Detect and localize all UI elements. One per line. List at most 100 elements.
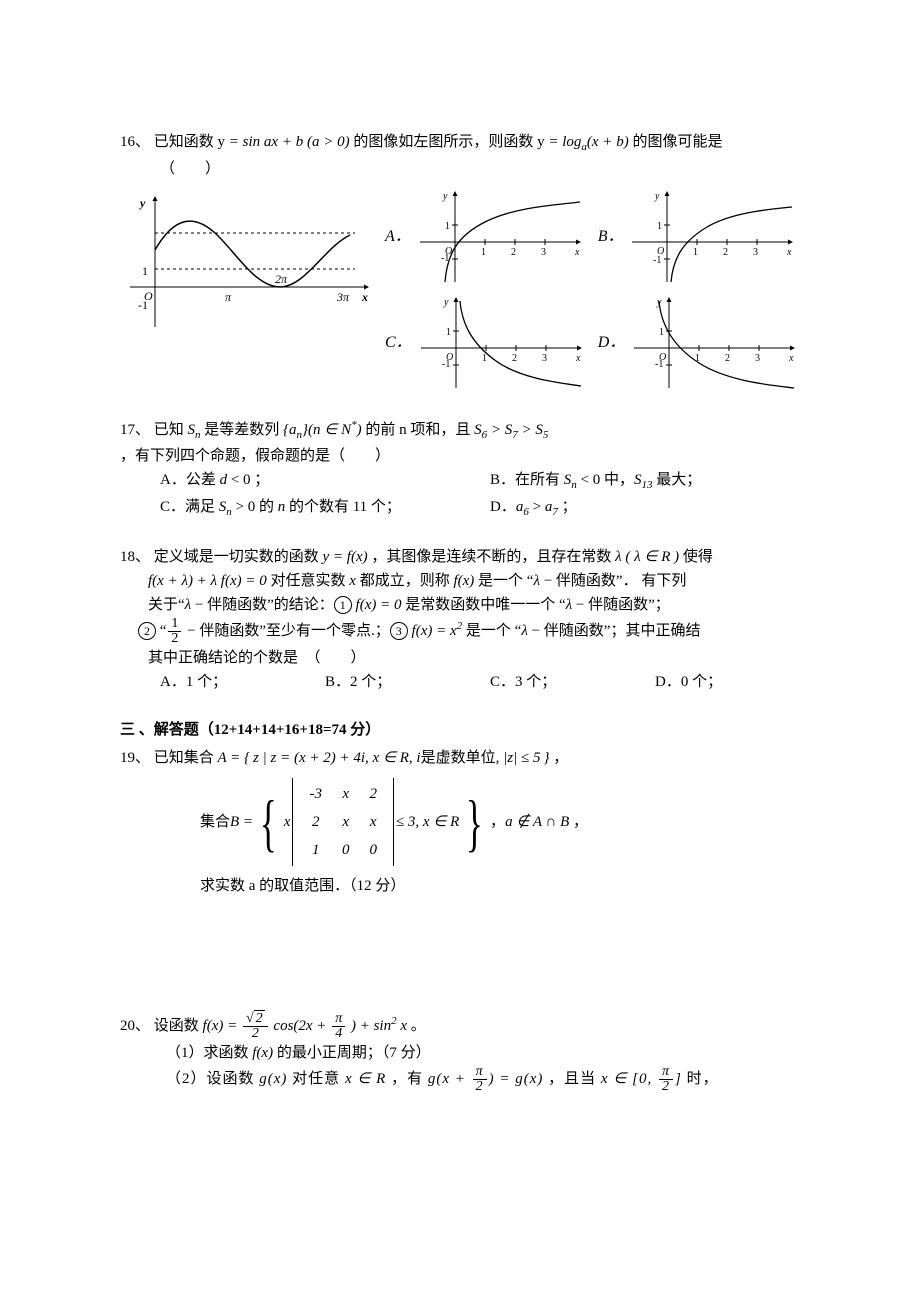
svg-text:3: 3 (755, 353, 760, 364)
exam-page: 16、 已知函数 y = sin ax + b (a > 0) 的图像如左图所示… (0, 0, 920, 1302)
q19-determinant: -3x2 2xx 100 (292, 778, 394, 866)
svg-text:2: 2 (723, 247, 728, 258)
q19-ask: 求实数 a 的取值范围．（12 分） (120, 874, 820, 898)
q17-opt-C: C．满足 Sn > 0 的 n 的个数有 11 个； (160, 495, 490, 522)
q18-line1: 18、 定义域是一切实数的函数 y = f(x) ，其图像是连续不断的，且存在常… (120, 545, 820, 569)
q18-fx: y = f(x) (323, 549, 368, 565)
svg-text:y: y (654, 191, 660, 202)
svg-text:x: x (788, 353, 794, 364)
q18-opt-C: C．3 个； (490, 670, 655, 694)
q18-frac-half: 12 (168, 617, 181, 646)
q17-text-a: 是等差数列 (204, 422, 283, 438)
q18-l1-post: 使得 (683, 549, 713, 565)
q19-setB-tail: ，a ∉ A ∩ B ， (490, 810, 588, 834)
q16-paren: （ ） (120, 157, 820, 181)
q20-line1: 20、 设函数 f(x) = √22 cos(2x + π4 ) + sin2 … (120, 1012, 820, 1041)
q16-eq2: y = loga(x + b) (537, 134, 629, 150)
svg-text:π: π (225, 290, 232, 304)
svg-text:x: x (575, 353, 581, 364)
svg-text:-1: -1 (442, 359, 450, 370)
q16-opt-C: C． O x y 123 1-1 (385, 293, 586, 393)
q16-eq1: y = sin ax + b (a > 0) (218, 134, 350, 150)
svg-text:3: 3 (541, 247, 546, 258)
svg-text:x: x (786, 247, 792, 258)
q19-number: 19、 (120, 750, 150, 766)
q16-opt-B-graph: O x y 123 1-1 (627, 187, 797, 287)
q16-opt-A: A． O x y 123 1-1 (385, 187, 586, 287)
spacer (120, 922, 820, 1012)
svg-text:1: 1 (693, 247, 698, 258)
q16-text-mid: 的图像如左图所示，则函数 (353, 134, 537, 150)
q16-opt-A-graph: O x y 123 1-1 (415, 187, 585, 287)
q16-opt-B-label: B． (598, 224, 624, 250)
q19-setA: A = { z | z = (x + 2) + 4i, x ∈ R, i是虚数单… (218, 750, 550, 766)
question-20: 20、 设函数 f(x) = √22 cos(2x + π4 ) + sin2 … (120, 1012, 820, 1094)
q18-l1-mid: ，其图像是连续不断的，且存在常数 (371, 549, 615, 565)
svg-text:2: 2 (511, 247, 516, 258)
svg-text:-1: -1 (655, 359, 663, 370)
svg-text:y: y (138, 196, 146, 210)
q20-part1: （1）求函数 f(x) 的最小正周期；（7 分） (120, 1041, 820, 1065)
q19-setB-cond: ≤ 3, x ∈ R (396, 810, 459, 834)
q19-setB-lead: B = (230, 810, 253, 834)
svg-text:1: 1 (481, 247, 486, 258)
q18-opt-B: B．2 个； (325, 670, 490, 694)
q16-left-graph: y x O 1 -1 π 2π 3π (120, 187, 375, 337)
q19-setB-braces: { x -3x2 2xx 100 ≤ 3, x ∈ R } (253, 778, 490, 866)
q16-opt-A-label: A． (385, 224, 411, 250)
svg-text:-1: -1 (138, 298, 148, 312)
question-18: 18、 定义域是一切实数的函数 y = f(x) ，其图像是连续不断的，且存在常… (120, 545, 820, 694)
q20-l1-pre: 设函数 (154, 1018, 203, 1034)
q20-number: 20、 (120, 1018, 150, 1034)
q19-lineA-pre: 已知集合 (154, 750, 218, 766)
q17-number: 17、 (120, 422, 150, 438)
q20-period: 。 (411, 1018, 426, 1034)
svg-text:2π: 2π (275, 272, 288, 286)
q20-part2: （2）设函数 g(x) 对任意 x ∈ R ，有 g(x + π2) = g(x… (120, 1065, 820, 1094)
q19-lineA: 19、 已知集合 A = { z | z = (x + 2) + 4i, x ∈… (120, 746, 820, 770)
svg-text:1: 1 (657, 221, 662, 232)
q19-lineA-post: ， (553, 750, 568, 766)
q18-number: 18、 (120, 549, 150, 565)
svg-text:x: x (574, 247, 580, 258)
q19-lineB: 集合 B = { x -3x2 2xx 100 ≤ 3, x ∈ R } ，a … (120, 778, 820, 866)
q17-ineq: S6 > S7 > S5 (474, 422, 548, 438)
q16-opt-D: D． O x y 123 1-1 (598, 293, 800, 393)
q18-line2: f(x + λ) + λ f(x) = 0 对任意实数 x 都成立，则称 f(x… (120, 569, 820, 593)
q18-opt-D: D．0 个； (655, 670, 820, 694)
section-3-title: 三 、解答题（12+14+14+16+18=74 分） (120, 718, 820, 742)
q16-text-pre: 已知函数 (154, 134, 218, 150)
q20-fx-def: f(x) = √22 cos(2x + π4 ) + sin2 x (203, 1018, 411, 1034)
q16-opt-D-label: D． (598, 330, 626, 356)
svg-text:1: 1 (142, 264, 148, 278)
q17-opt-B: B．在所有 Sn < 0 中，S13 最大； (490, 468, 820, 495)
q18-lambda: λ ( λ ∈ R ) (615, 549, 679, 565)
question-19: 19、 已知集合 A = { z | z = (x + 2) + 4i, x ∈… (120, 746, 820, 898)
svg-text:1: 1 (659, 327, 664, 338)
q17-options: A．公差 d < 0 ； B．在所有 Sn < 0 中，S13 最大； C．满足… (120, 468, 820, 521)
q17-opt-A: A．公差 d < 0 ； (160, 468, 490, 495)
svg-text:1: 1 (445, 221, 450, 232)
q18-options: A．1 个； B．2 个； C．3 个； D．0 个； (120, 670, 820, 694)
q18-l1-pre: 定义域是一切实数的函数 (154, 549, 323, 565)
q19-setB-label: 集合 (200, 810, 230, 834)
q17-an: {an}(n ∈ N*) (283, 422, 362, 438)
q16-text-post: 的图像可能是 (632, 134, 722, 150)
q16-figures: y x O 1 -1 π 2π 3π A． (120, 187, 820, 393)
q16-opt-B: B． O x y 123 1-1 (598, 187, 800, 287)
q16-opt-D-graph: O x y 123 1-1 (629, 293, 799, 393)
q18-opt-A: A．1 个； (160, 670, 325, 694)
question-16: 16、 已知函数 y = sin ax + b (a > 0) 的图像如左图所示… (120, 130, 820, 393)
svg-text:2: 2 (725, 353, 730, 364)
svg-text:2: 2 (512, 353, 517, 364)
q18-line4: 2 “12 − 伴随函数”至少有一个零点.；3 f(x) = x2 是一个 “λ… (120, 617, 820, 646)
svg-text:3: 3 (753, 247, 758, 258)
circled-2: 2 (138, 622, 156, 640)
svg-text:-1: -1 (653, 255, 661, 266)
q17-text-c: ，有下列四个命题，假命题的是（ ） (120, 448, 390, 464)
q17-opt-D: D．a6 > a7 ； (490, 495, 820, 522)
q16-opt-C-graph: O x y 123 1-1 (416, 293, 586, 393)
q17-Sn: Sn (188, 422, 201, 438)
svg-text:3: 3 (542, 353, 547, 364)
svg-text:x: x (361, 290, 368, 304)
